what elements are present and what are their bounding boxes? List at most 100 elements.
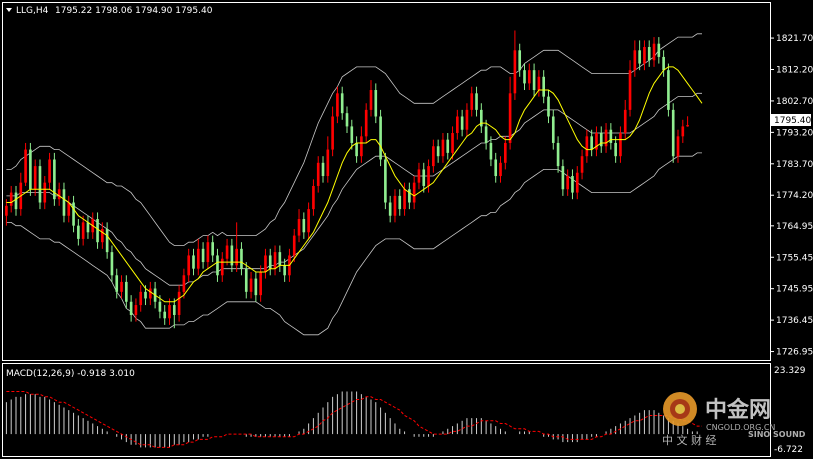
candle[interactable] bbox=[340, 86, 344, 120]
candle[interactable] bbox=[14, 185, 18, 216]
candle[interactable] bbox=[647, 40, 651, 67]
candle[interactable] bbox=[5, 199, 8, 226]
candle[interactable] bbox=[403, 182, 406, 216]
candle[interactable] bbox=[62, 182, 66, 223]
candle[interactable] bbox=[220, 252, 224, 282]
candle[interactable] bbox=[686, 116, 689, 127]
candle[interactable] bbox=[681, 119, 685, 143]
candle[interactable] bbox=[619, 126, 622, 163]
candle[interactable] bbox=[211, 235, 214, 263]
candle[interactable] bbox=[331, 106, 334, 157]
candle[interactable] bbox=[259, 265, 262, 302]
candle[interactable] bbox=[201, 242, 205, 269]
candle[interactable] bbox=[43, 176, 47, 210]
candle[interactable] bbox=[614, 136, 617, 163]
candle[interactable] bbox=[163, 305, 167, 325]
candle[interactable] bbox=[235, 222, 238, 272]
candle[interactable] bbox=[427, 159, 430, 193]
candle[interactable] bbox=[321, 156, 325, 183]
candle[interactable] bbox=[302, 212, 306, 239]
candle[interactable] bbox=[513, 30, 517, 100]
candle[interactable] bbox=[532, 63, 536, 97]
candle[interactable] bbox=[120, 275, 123, 299]
candle[interactable] bbox=[9, 185, 13, 213]
candle[interactable] bbox=[643, 40, 646, 71]
candle[interactable] bbox=[48, 152, 51, 190]
candle[interactable] bbox=[312, 179, 315, 216]
candle[interactable] bbox=[105, 222, 109, 259]
candle[interactable] bbox=[436, 139, 440, 163]
candle[interactable] bbox=[456, 109, 459, 140]
candle[interactable] bbox=[240, 242, 243, 276]
candle[interactable] bbox=[542, 70, 546, 104]
candle[interactable] bbox=[177, 285, 181, 322]
candle[interactable] bbox=[676, 129, 680, 163]
candle[interactable] bbox=[125, 275, 128, 309]
candle[interactable] bbox=[172, 298, 176, 329]
candle[interactable] bbox=[101, 222, 104, 249]
candle[interactable] bbox=[417, 162, 421, 190]
candle[interactable] bbox=[667, 63, 670, 117]
candle[interactable] bbox=[187, 248, 191, 282]
candle[interactable] bbox=[580, 149, 584, 180]
candle[interactable] bbox=[273, 245, 277, 276]
candle[interactable] bbox=[192, 248, 195, 276]
candle[interactable] bbox=[297, 209, 301, 243]
candle[interactable] bbox=[268, 248, 272, 276]
candle[interactable] bbox=[72, 195, 75, 233]
candle[interactable] bbox=[408, 182, 411, 210]
candle[interactable] bbox=[446, 133, 450, 160]
candle[interactable] bbox=[134, 298, 138, 322]
candle[interactable] bbox=[168, 298, 171, 325]
candle[interactable] bbox=[547, 90, 550, 124]
candle[interactable] bbox=[355, 136, 358, 163]
candle[interactable] bbox=[638, 40, 641, 71]
candle[interactable] bbox=[225, 238, 229, 266]
candle[interactable] bbox=[369, 80, 373, 117]
candle[interactable] bbox=[384, 152, 387, 210]
candle[interactable] bbox=[264, 248, 267, 279]
candle[interactable] bbox=[537, 70, 541, 97]
candle[interactable] bbox=[609, 123, 613, 150]
candle[interactable] bbox=[623, 99, 627, 140]
candle[interactable] bbox=[585, 129, 589, 163]
candle[interactable] bbox=[360, 126, 363, 163]
candle[interactable] bbox=[129, 295, 133, 322]
candlesticks[interactable] bbox=[5, 30, 689, 329]
candle[interactable] bbox=[595, 126, 598, 157]
candle[interactable] bbox=[561, 159, 565, 196]
candle[interactable] bbox=[148, 281, 152, 306]
candle[interactable] bbox=[19, 172, 23, 216]
candle[interactable] bbox=[336, 86, 339, 124]
candle[interactable] bbox=[364, 103, 368, 143]
candle[interactable] bbox=[671, 103, 675, 163]
candle[interactable] bbox=[110, 245, 114, 282]
candle[interactable] bbox=[254, 271, 258, 302]
candle[interactable] bbox=[345, 106, 349, 134]
candle[interactable] bbox=[527, 63, 531, 91]
candle[interactable] bbox=[662, 50, 665, 77]
candle[interactable] bbox=[633, 40, 637, 77]
candle[interactable] bbox=[24, 142, 27, 186]
candle[interactable] bbox=[86, 215, 90, 239]
candle[interactable] bbox=[432, 139, 435, 173]
dropdown-triangle-icon[interactable] bbox=[6, 8, 12, 12]
candle[interactable] bbox=[628, 60, 632, 117]
candle[interactable] bbox=[38, 159, 42, 210]
candle[interactable] bbox=[489, 136, 493, 167]
candle[interactable] bbox=[29, 142, 32, 196]
candle[interactable] bbox=[230, 238, 234, 272]
candle[interactable] bbox=[388, 195, 392, 223]
candle[interactable] bbox=[422, 162, 426, 193]
candle[interactable] bbox=[115, 268, 119, 299]
candle[interactable] bbox=[484, 119, 488, 150]
candle[interactable] bbox=[57, 182, 61, 206]
candle[interactable] bbox=[77, 219, 80, 246]
candle[interactable] bbox=[53, 152, 56, 206]
candle[interactable] bbox=[499, 156, 502, 183]
candle[interactable] bbox=[96, 212, 99, 249]
candle[interactable] bbox=[451, 126, 454, 160]
candle[interactable] bbox=[652, 37, 656, 67]
candle[interactable] bbox=[398, 189, 402, 216]
candle[interactable] bbox=[503, 136, 507, 170]
